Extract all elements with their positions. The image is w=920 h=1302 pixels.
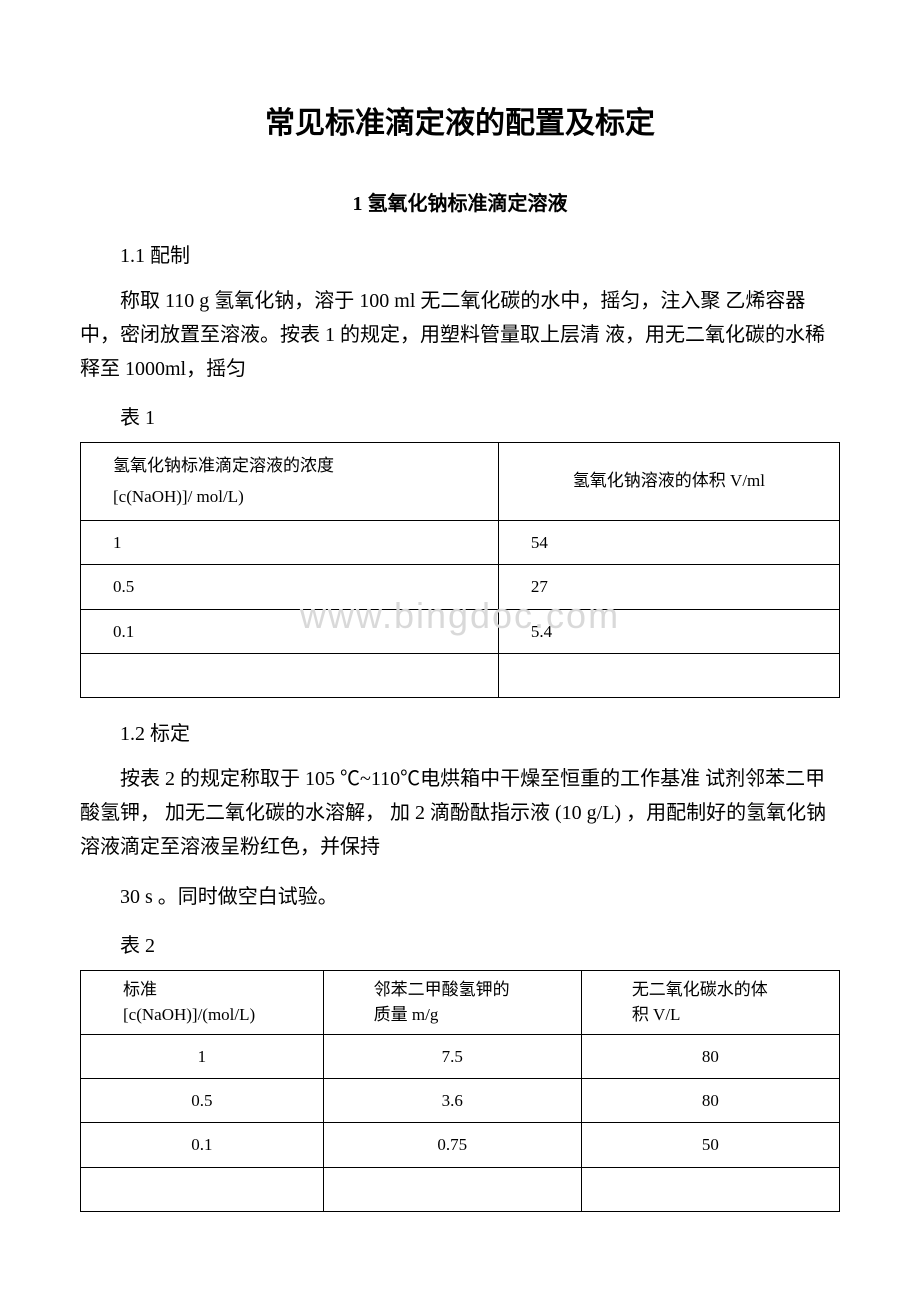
table-row: 0.5 27 [81,565,840,609]
table-header-cell: 氢氧化钠溶液的体积 V/ml [498,443,839,521]
table-cell: 1 [81,1034,324,1078]
section-subtitle: 1 氢氧化钠标准滴定溶液 [80,188,840,220]
table-header-text: 无二氧化碳水的体 [632,980,768,999]
table-1-label: 表 1 [80,402,840,434]
table-header-cell: 邻苯二甲酸氢钾的 质量 m/g [323,970,581,1034]
table-cell [81,653,499,697]
table-2-label: 表 2 [80,930,840,962]
section-1-1-heading: 1.1 配制 [80,240,840,272]
table-header-cell: 无二氧化碳水的体 积 V/L [581,970,839,1034]
table-row: 0.1 5.4 [81,609,840,653]
section-1-2-paragraph-1: 按表 2 的规定称取于 105 ℃~110℃电烘箱中干燥至恒重的工作基准 试剂邻… [80,762,840,864]
table-row: 1 7.5 80 [81,1034,840,1078]
section-1-2-heading: 1.2 标定 [80,718,840,750]
table-row [81,1167,840,1211]
table-cell: 80 [581,1034,839,1078]
table-row: 1 54 [81,521,840,565]
section-1-1-paragraph: 称取 110 g 氢氧化钠，溶于 100 ml 无二氧化碳的水中，摇匀，注入聚 … [80,284,840,386]
table-cell [581,1167,839,1211]
table-cell: 0.5 [81,565,499,609]
table-header-text: [c(NaOH)]/ mol/L) [113,487,244,506]
table-header-cell: 标准 [c(NaOH)]/(mol/L) [81,970,324,1034]
table-cell: 0.1 [81,609,499,653]
table-2: 标准 [c(NaOH)]/(mol/L) 邻苯二甲酸氢钾的 质量 m/g 无二氧… [80,970,840,1212]
table-header-cell: 氢氧化钠标准滴定溶液的浓度 [c(NaOH)]/ mol/L) [81,443,499,521]
table-cell: 3.6 [323,1079,581,1123]
table-row: 氢氧化钠标准滴定溶液的浓度 [c(NaOH)]/ mol/L) 氢氧化钠溶液的体… [81,443,840,521]
table-header-text: [c(NaOH)]/(mol/L) [123,1005,255,1024]
section-1-2-paragraph-2: 30 s 。同时做空白试验。 [80,880,840,914]
table-cell: 0.5 [81,1079,324,1123]
table-cell: 50 [581,1123,839,1167]
table-cell [498,653,839,697]
table-cell: 54 [498,521,839,565]
table-cell [81,1167,324,1211]
table-header-text: 质量 m/g [374,1005,439,1024]
document-title: 常见标准滴定液的配置及标定 [80,100,840,148]
table-cell [323,1167,581,1211]
table-cell: 0.75 [323,1123,581,1167]
table-header-text: 标准 [123,980,157,999]
table-row: 0.1 0.75 50 [81,1123,840,1167]
table-cell: 27 [498,565,839,609]
table-cell: 5.4 [498,609,839,653]
table-header-text: 积 V/L [632,1005,681,1024]
table-1: 氢氧化钠标准滴定溶液的浓度 [c(NaOH)]/ mol/L) 氢氧化钠溶液的体… [80,442,840,698]
table-header-text: 邻苯二甲酸氢钾的 [374,980,510,999]
table-header-text: 氢氧化钠标准滴定溶液的浓度 [113,456,334,475]
table-row: 0.5 3.6 80 [81,1079,840,1123]
table-row [81,653,840,697]
table-cell: 1 [81,521,499,565]
table-cell: 7.5 [323,1034,581,1078]
table-row: 标准 [c(NaOH)]/(mol/L) 邻苯二甲酸氢钾的 质量 m/g 无二氧… [81,970,840,1034]
table-cell: 80 [581,1079,839,1123]
table-cell: 0.1 [81,1123,324,1167]
